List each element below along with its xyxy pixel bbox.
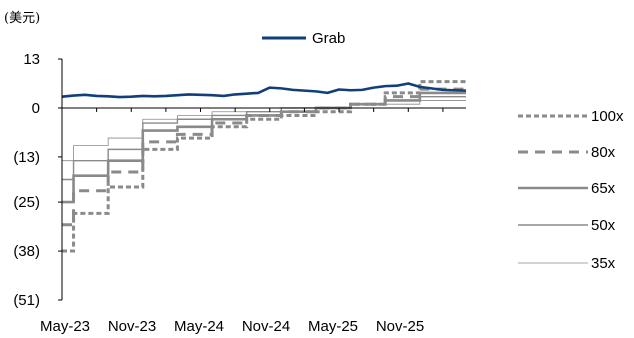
y-tick-label: 0 (32, 100, 40, 117)
legend-label-100x: 100x (591, 108, 624, 125)
plot-area (61, 80, 467, 253)
legend-right: 100x 80x 65x 50x 35x (518, 108, 624, 272)
series-line-80x (62, 87, 466, 227)
x-tick-label: May-24 (174, 318, 224, 335)
legend-label-35x: 35x (591, 255, 616, 272)
y-tick-label: 13 (23, 51, 40, 68)
legend-grab-label: Grab (312, 30, 345, 47)
legend-top: Grab (262, 30, 345, 47)
x-tick-label: Nov-24 (242, 318, 290, 335)
y-tick-label: (13) (13, 149, 40, 166)
legend-label-65x: 65x (591, 180, 616, 197)
y-axis: 13 0 (13) (25) (38) (51) (13, 51, 63, 309)
legend-label-50x: 50x (591, 217, 616, 234)
y-tick-label: (51) (13, 292, 40, 309)
x-tick-label: May-25 (308, 318, 358, 335)
x-tick-label: Nov-23 (108, 318, 156, 335)
series-line-35x (62, 100, 466, 162)
series-line-grab (61, 82, 467, 99)
legend-label-80x: 80x (591, 144, 616, 161)
x-axis: May-23 Nov-23 May-24 Nov-24 May-25 Nov-25 (40, 107, 466, 335)
x-tick-label: May-23 (40, 318, 90, 335)
x-tick-label: Nov-25 (376, 318, 424, 335)
unit-label: (美元) (4, 11, 40, 26)
y-tick-label: (25) (13, 194, 40, 211)
y-tick-label: (38) (13, 243, 40, 260)
series-line-100x (62, 80, 466, 253)
